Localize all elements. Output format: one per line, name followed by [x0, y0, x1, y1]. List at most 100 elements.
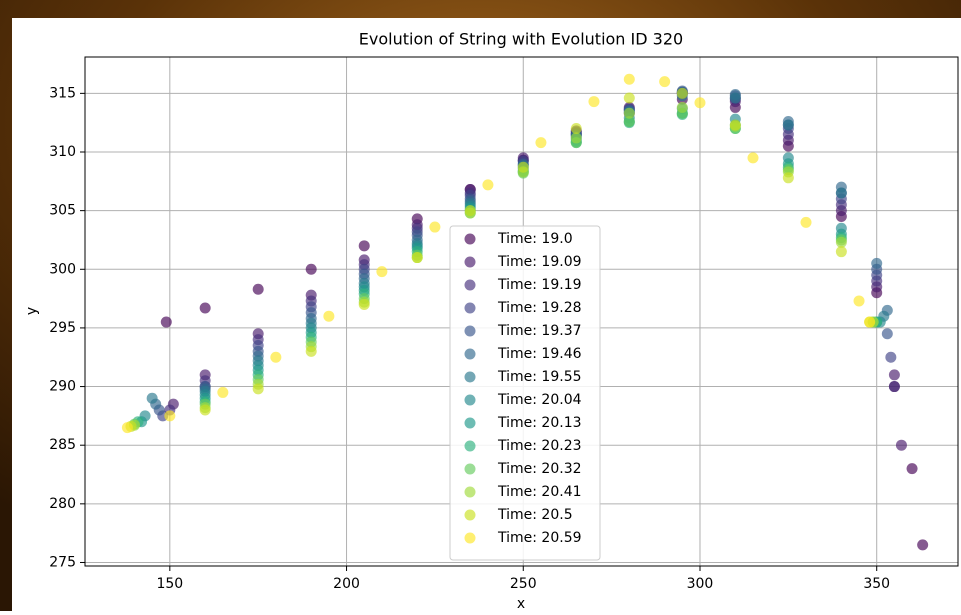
point	[305, 263, 317, 275]
y-tick-label: 305	[49, 203, 76, 219]
legend-label: Time: 20.41	[497, 484, 582, 500]
axes-frame	[84, 56, 959, 567]
legend-marker	[464, 233, 476, 245]
point	[782, 172, 794, 184]
legend-label: Time: 20.32	[497, 461, 582, 477]
point	[199, 302, 211, 314]
point	[535, 137, 547, 149]
x-tick-label: 200	[333, 576, 360, 592]
legend-marker	[464, 325, 476, 337]
point	[853, 295, 865, 307]
point	[623, 73, 635, 85]
legend-marker	[464, 348, 476, 360]
legend-marker	[464, 302, 476, 314]
legend-marker	[464, 417, 476, 429]
legend-label: Time: 19.19	[497, 277, 582, 293]
point	[252, 283, 264, 295]
y-tick-label: 300	[49, 261, 76, 277]
point	[864, 316, 876, 328]
chart-title: Evolution of String with Evolution ID 32…	[359, 30, 683, 49]
y-tick-label: 290	[49, 379, 76, 395]
point	[305, 345, 317, 357]
point	[729, 92, 741, 104]
legend-marker	[464, 371, 476, 383]
point	[835, 236, 847, 248]
x-axis-label: x	[517, 596, 525, 611]
point	[881, 328, 893, 340]
point	[782, 119, 794, 131]
x-tick-label: 300	[687, 576, 714, 592]
point	[570, 123, 582, 135]
point	[588, 96, 600, 108]
y-tick-label: 280	[49, 496, 76, 512]
point	[888, 381, 900, 393]
y-tick-label: 315	[49, 85, 76, 101]
legend-box	[449, 225, 601, 561]
point	[482, 179, 494, 191]
point	[323, 310, 335, 322]
legend-marker	[464, 440, 476, 452]
point	[694, 97, 706, 109]
point	[888, 369, 900, 381]
point	[871, 257, 883, 269]
point	[121, 422, 133, 434]
legend-label: Time: 20.23	[497, 438, 582, 454]
point	[906, 463, 918, 475]
point	[676, 101, 688, 113]
point	[895, 439, 907, 451]
point	[570, 132, 582, 144]
point	[729, 119, 741, 131]
y-tick-label: 310	[49, 144, 76, 160]
point	[429, 221, 441, 233]
legend-marker	[464, 394, 476, 406]
legend-marker	[464, 509, 476, 521]
y-tick-label: 275	[49, 554, 76, 570]
y-tick-label: 285	[49, 437, 76, 453]
point	[917, 539, 929, 551]
point	[623, 116, 635, 128]
legend-label: Time: 20.5	[497, 507, 573, 523]
legend-label: Time: 20.04	[497, 392, 582, 408]
legend-marker	[464, 256, 476, 268]
point	[199, 404, 211, 416]
point	[885, 351, 897, 363]
point	[517, 161, 529, 173]
legend-label: Time: 19.37	[497, 323, 582, 339]
y-axis-label: y	[24, 307, 40, 315]
point	[146, 392, 158, 404]
legend-marker	[464, 532, 476, 544]
legend-marker	[464, 486, 476, 498]
point	[164, 410, 176, 422]
point	[800, 216, 812, 228]
x-tick-label: 150	[156, 576, 183, 592]
point	[411, 252, 423, 264]
legend-label: Time: 19.09	[497, 254, 582, 270]
point	[835, 246, 847, 258]
legend-label: Time: 19.0	[497, 231, 573, 247]
legend-label: Time: 20.13	[497, 415, 582, 431]
point	[623, 107, 635, 119]
x-tick-label: 250	[510, 576, 537, 592]
point	[747, 152, 759, 164]
legend-label: Time: 20.59	[497, 530, 582, 546]
legend-label: Time: 19.55	[497, 369, 582, 385]
point	[358, 240, 370, 252]
y-tick-label: 295	[49, 320, 76, 336]
point	[623, 92, 635, 104]
point	[659, 76, 671, 88]
legend-marker	[464, 463, 476, 475]
point	[835, 187, 847, 199]
x-tick-label: 350	[863, 576, 890, 592]
point	[160, 316, 172, 328]
legend-label: Time: 19.28	[497, 300, 582, 316]
point	[217, 386, 229, 398]
point	[358, 298, 370, 310]
legend-label: Time: 19.46	[497, 346, 582, 362]
point	[252, 383, 264, 395]
point	[270, 351, 282, 363]
point	[376, 266, 388, 278]
point	[676, 87, 688, 99]
legend-marker	[464, 279, 476, 291]
point	[464, 205, 476, 217]
